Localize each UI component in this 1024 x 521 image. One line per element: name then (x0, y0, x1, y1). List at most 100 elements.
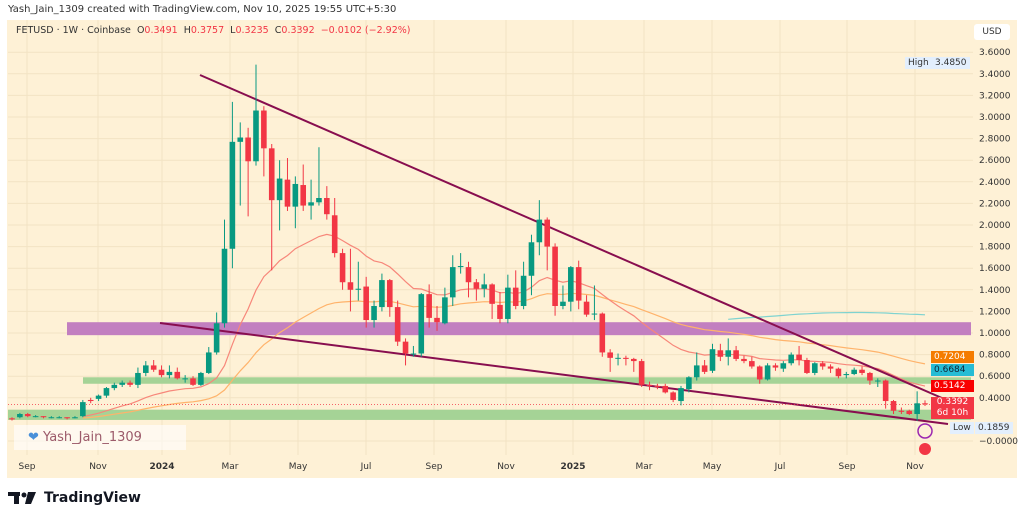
candle-body (623, 357, 629, 359)
candle-body (796, 354, 802, 360)
open-value: 0.3491 (144, 25, 178, 36)
price-tick-label: 3.2000 (979, 91, 1011, 101)
candle-body (575, 267, 582, 301)
tradingview-logo[interactable]: TradingView (8, 490, 141, 506)
candle-body (670, 392, 676, 400)
chart-credit: Yash_Jain_1309 created with TradingView.… (8, 4, 397, 15)
candle-body (237, 137, 244, 142)
us-economic-event-icon[interactable] (919, 443, 931, 455)
candle-body (316, 198, 322, 203)
time-axis-label: Nov (906, 462, 924, 472)
candle-body (544, 219, 551, 247)
candle-body (363, 286, 369, 321)
candle-body (481, 284, 488, 289)
candle-body (426, 294, 432, 318)
candle-body (914, 403, 920, 414)
candle-body (434, 317, 440, 323)
candle-body (898, 410, 905, 412)
candle-body (591, 313, 598, 315)
author-watermark: ❤ Yash_Jain_1309 (14, 425, 186, 450)
candle-body (158, 369, 165, 376)
candle-body (284, 179, 291, 207)
candle-body (859, 369, 865, 373)
candle-body (64, 417, 70, 419)
price-tick-label: 0.6000 (979, 372, 1011, 382)
price-tick-label: 1.6000 (979, 264, 1011, 274)
zone-purple (67, 322, 971, 336)
candle-body (355, 288, 362, 290)
candle-body (386, 280, 393, 308)
candle-body (268, 148, 275, 201)
candle-body (457, 266, 464, 268)
high-value: 0.3757 (190, 25, 225, 36)
chart-panel[interactable] (7, 20, 1017, 478)
candle-body (182, 378, 188, 380)
candle-body (717, 350, 724, 357)
candle-body (764, 365, 771, 380)
candle-body (245, 137, 251, 162)
candle-body (103, 388, 110, 396)
candle-body (394, 307, 401, 342)
candle-body (410, 353, 417, 355)
candle-body (497, 304, 503, 319)
price-tick-label: −0.0000 (979, 437, 1018, 447)
price-tick-label: 0.8000 (979, 351, 1011, 361)
candle-body (835, 368, 842, 377)
upper-trendline (199, 74, 959, 406)
candle-body (253, 110, 259, 162)
candle-body (40, 416, 47, 418)
candle-body (686, 377, 692, 390)
price-tick-label: 2.0000 (979, 221, 1011, 231)
candle-body (512, 287, 519, 306)
candle-body (347, 282, 354, 290)
candle-body (135, 372, 141, 385)
candle-body (418, 294, 425, 354)
candle-body (292, 183, 299, 207)
time-axis-label: Nov (497, 462, 515, 472)
price-tick-label: 1.2000 (979, 307, 1011, 317)
price-tick-label: 2.6000 (979, 156, 1011, 166)
candle-body (331, 215, 338, 254)
candle-body (190, 378, 196, 385)
candle-body (402, 341, 409, 354)
close-value: 0.3392 (281, 25, 315, 36)
time-axis-label: May (289, 462, 308, 472)
price-tick-label: 1.4000 (979, 286, 1011, 296)
candle-body (804, 360, 810, 373)
time-axis-label: Jul (774, 462, 786, 472)
lightning-event-icon[interactable] (917, 423, 933, 439)
candle-body (300, 185, 307, 206)
price-tick-label: 0.4000 (979, 394, 1011, 404)
candle-body (80, 402, 86, 417)
candle-body (662, 385, 669, 393)
candle-body (221, 248, 228, 324)
heart-icon: ❤ (28, 430, 39, 445)
currency-button[interactable]: USD (974, 24, 1010, 40)
time-axis-label: Sep (426, 462, 443, 472)
candle-body (442, 297, 448, 324)
price-tick-label: 2.4000 (979, 178, 1011, 188)
candle-body (95, 395, 102, 399)
candle-body (213, 323, 220, 353)
ma-red-price-tag: 0.5142 (931, 380, 974, 392)
candle-body (473, 282, 480, 289)
time-axis-label: 2025 (560, 462, 585, 472)
candle-body (261, 110, 267, 149)
candle-body (725, 350, 732, 357)
price-tick-label: 1.8000 (979, 243, 1011, 253)
candle-body (308, 202, 314, 206)
candle-body (198, 372, 204, 385)
time-axis-label: Jul (360, 462, 372, 472)
candle-body (48, 417, 55, 419)
last-price: 0.3392 (936, 397, 969, 407)
candle-body (906, 410, 913, 414)
price-tick-label: 2.2000 (979, 199, 1011, 209)
candle-body (119, 382, 125, 385)
symbol-info: FETUSD · 1W · Coinbase (16, 25, 131, 36)
candle-body (56, 417, 63, 419)
time-axis-label: Sep (839, 462, 856, 472)
candle-body (780, 363, 787, 369)
price-tick-label: 3.4000 (979, 70, 1011, 80)
candle-body (819, 363, 826, 367)
